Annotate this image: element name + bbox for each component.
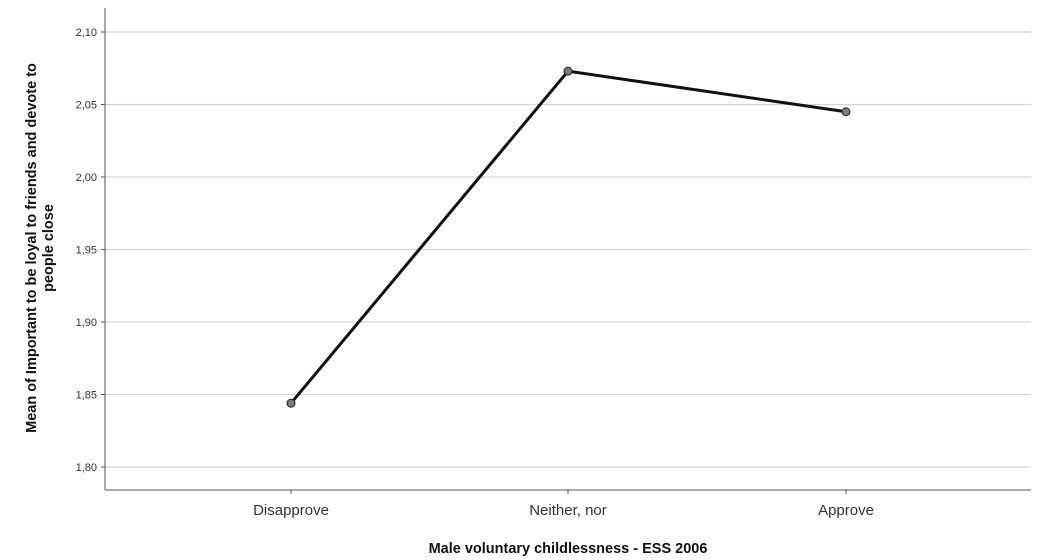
y-tick-label: 2,10	[76, 27, 97, 39]
y-tick-label: 1,95	[76, 245, 97, 257]
y-tick-labels: 1,80 1,85 1,90 1,95 2,00 2,05 2,10	[76, 27, 105, 474]
x-tick-label: Neither, nor	[529, 502, 607, 519]
x-tick-labels: Disapprove Neither, nor Approve	[253, 490, 874, 519]
y-axis-title-line-1: Mean of Important to be loyal to friends…	[24, 63, 40, 433]
series	[286, 66, 851, 408]
y-tick-label: 1,90	[76, 317, 97, 329]
x-axis-title: Male voluntary childlessness - ESS 2006	[429, 541, 708, 557]
data-point	[286, 398, 296, 408]
x-tick-label: Disapprove	[253, 502, 329, 519]
y-tick-label: 2,00	[76, 172, 97, 184]
data-point	[841, 107, 851, 117]
y-tick-label: 1,85	[76, 390, 97, 402]
y-axis-title-line-2: people close	[41, 204, 57, 292]
x-tick-label: Approve	[818, 502, 874, 519]
gridlines	[105, 31, 1031, 468]
y-axis-title: Mean of Important to be loyal to friends…	[24, 63, 57, 433]
data-point	[563, 66, 573, 76]
y-tick-label: 2,05	[76, 100, 97, 112]
series-line	[289, 69, 848, 405]
y-tick-label: 1,80	[76, 462, 97, 474]
